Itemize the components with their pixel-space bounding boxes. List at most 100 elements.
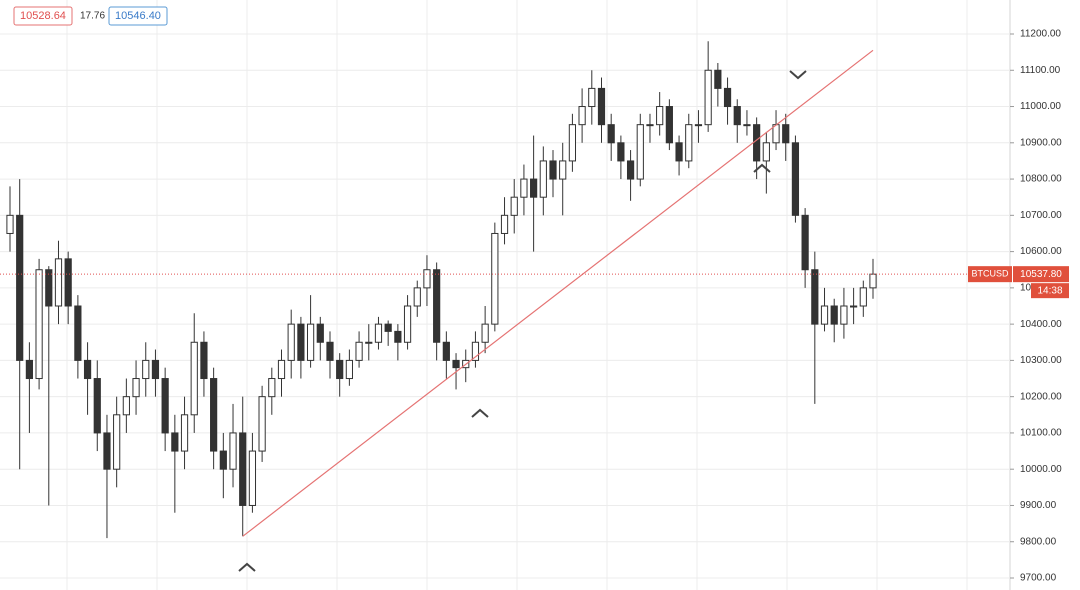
candle-body [93, 378, 101, 434]
y-tick-label: 10900.00 [1020, 137, 1062, 148]
candle-body [704, 69, 712, 126]
candle-body [830, 305, 838, 325]
marker-up [471, 408, 489, 418]
candle-body [248, 450, 257, 506]
trendline [242, 49, 874, 537]
header-bid: 10528.64 [20, 10, 66, 22]
y-tick-label: 10600.00 [1020, 246, 1062, 257]
candle-body [801, 214, 809, 271]
candle-body [413, 287, 421, 307]
candle-body [743, 124, 751, 127]
y-tick-label: 9900.00 [1020, 500, 1057, 511]
candle-body [83, 359, 92, 380]
candle-body [306, 323, 315, 361]
y-tick-label: 11200.00 [1020, 29, 1061, 40]
candle-body [685, 124, 693, 162]
candle-body [326, 341, 334, 361]
symbol-label: BTCUSD [971, 269, 1009, 279]
symbol-box [968, 266, 1012, 283]
countdown-box [1031, 283, 1069, 299]
candle-body [287, 323, 295, 361]
price-label: 10537.80 [1020, 269, 1062, 280]
candle-body [820, 305, 829, 325]
candle-body [239, 432, 247, 506]
candle-body [316, 323, 324, 343]
candle-body [219, 450, 227, 470]
candle-body [656, 106, 664, 126]
header-ask: 10546.40 [115, 10, 161, 22]
candle-body [113, 414, 121, 470]
marker-up [238, 562, 256, 572]
candle-body [675, 142, 683, 162]
candle-body [74, 305, 82, 361]
candle-body [510, 196, 518, 216]
candle-body [617, 142, 625, 162]
candle-body [403, 305, 412, 343]
candle-body [442, 341, 450, 361]
candle-body [471, 341, 480, 361]
candle-body [384, 323, 392, 332]
candle-body [714, 69, 722, 89]
candle-body [132, 378, 140, 398]
candle-body [782, 124, 790, 144]
candle-body [355, 341, 363, 361]
candle-body [25, 359, 33, 380]
candle-body [665, 106, 673, 144]
y-tick-label: 10300.00 [1020, 355, 1062, 366]
candle-body [151, 359, 160, 380]
candle-body [374, 323, 383, 343]
candle-body [762, 142, 770, 162]
candle-body [180, 414, 189, 452]
candle-body [142, 359, 150, 380]
candle-body [229, 432, 237, 470]
candle-body [433, 269, 441, 343]
candle-body [549, 160, 557, 180]
candle-body [345, 359, 353, 380]
y-tick-label: 11000.00 [1020, 101, 1061, 112]
candle-body [423, 269, 431, 289]
candle-body [539, 160, 547, 198]
candle-body [568, 124, 577, 162]
candle-body [733, 106, 741, 126]
header-box [13, 6, 73, 26]
y-tick-label: 9800.00 [1020, 536, 1057, 547]
candle-body [6, 214, 14, 234]
candle-body [791, 142, 800, 216]
candle-body [394, 330, 402, 343]
marker-up [753, 163, 771, 173]
candle-body [64, 258, 72, 307]
candle-body [210, 378, 218, 452]
candle-body [636, 124, 644, 180]
candle-body [753, 124, 761, 162]
candle-body [190, 341, 198, 416]
header-box [108, 6, 168, 26]
candle-body [268, 378, 276, 398]
y-tick-label: 10200.00 [1020, 391, 1062, 402]
candle-body [481, 323, 489, 343]
header: 10528.64 17.76 10546.40 [13, 6, 168, 26]
candle-body [588, 87, 596, 108]
price-box [1013, 266, 1069, 283]
marker-down [789, 70, 807, 80]
candle-body [491, 232, 499, 325]
countdown-label: 14:38 [1037, 285, 1062, 296]
candle-body [103, 432, 111, 470]
candle-body [694, 124, 703, 127]
candle-body [365, 341, 373, 344]
candle-body [869, 273, 877, 289]
candle-body [530, 178, 538, 198]
candle-body [578, 106, 586, 126]
candle-body [452, 359, 460, 369]
candle-body [258, 396, 266, 452]
vertical-grid [66, 0, 968, 590]
y-tick-label: 10700.00 [1020, 210, 1062, 221]
candle-body [336, 359, 344, 380]
candle-body [850, 305, 858, 308]
candle-body [200, 341, 208, 380]
candle-body [646, 124, 654, 127]
candle-body [500, 214, 509, 234]
y-tick-label: 10000.00 [1020, 464, 1062, 475]
candle-body [811, 269, 819, 325]
candle-body [723, 87, 732, 108]
